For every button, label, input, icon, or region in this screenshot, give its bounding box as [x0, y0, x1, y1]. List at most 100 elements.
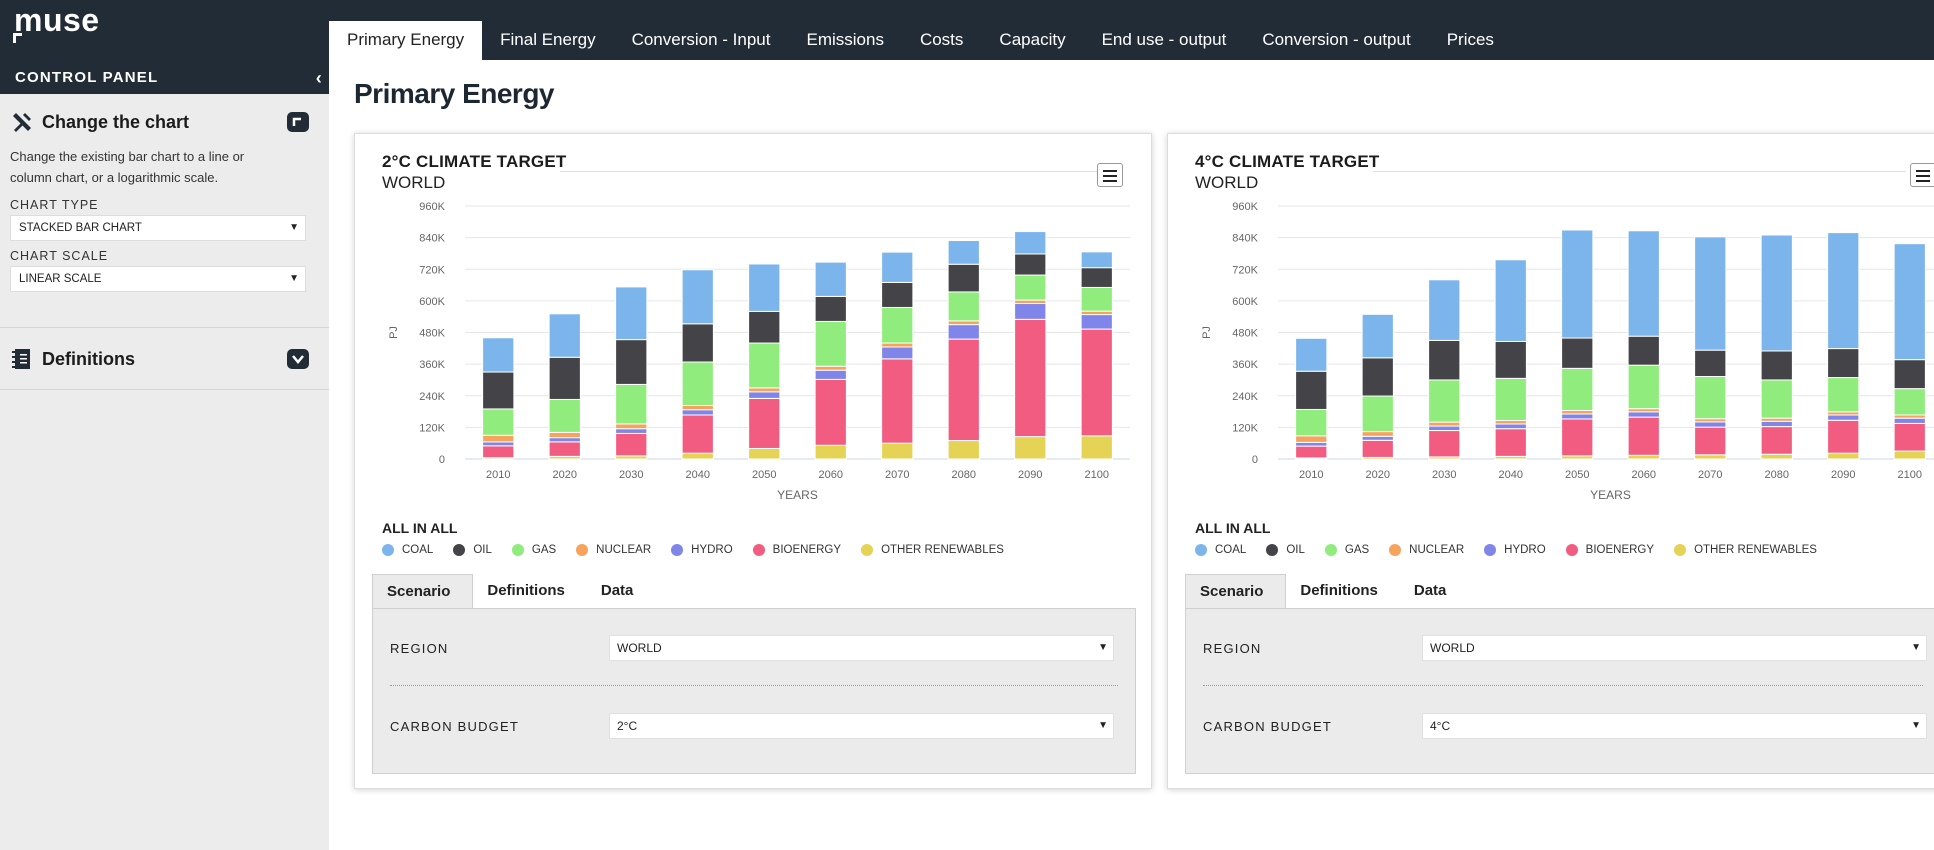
y-tick-label: 120K: [1232, 422, 1258, 434]
bar-segment-gas: [1627, 364, 1660, 410]
bar-segment-bioenergy: [548, 441, 581, 457]
legend-item-coal[interactable]: COAL: [1195, 544, 1246, 556]
legend-item-gas[interactable]: GAS: [511, 544, 557, 556]
legend-item-other-renewables[interactable]: OTHER RENEWABLES: [1674, 544, 1817, 556]
legend-label: HYDRO: [1504, 544, 1546, 556]
bar-stack: [814, 261, 847, 460]
legend-item-nuclear[interactable]: NUCLEAR: [576, 544, 651, 556]
bar-segment-hydro: [947, 324, 980, 340]
bar-segment-coal: [1760, 234, 1793, 352]
legend-item-bioenergy[interactable]: BIOENERGY: [752, 544, 841, 556]
legend-item-gas[interactable]: GAS: [1324, 544, 1369, 556]
x-tick-label: 2050: [1565, 469, 1589, 481]
collapse-section-icon[interactable]: [287, 112, 309, 132]
bar-segment-other-renewables: [1760, 453, 1793, 460]
bar-segment-gas: [1827, 377, 1860, 413]
bar-stack: [1893, 243, 1926, 460]
chart-scale-select[interactable]: LINEAR SCALE ▼: [10, 266, 306, 292]
chart-subtitle: WORLD: [1195, 173, 1259, 192]
region-select[interactable]: WORLD ▼: [1422, 635, 1927, 661]
definitions-section: Definitions: [0, 328, 329, 390]
chart-subtitle: WORLD: [382, 173, 446, 192]
tab-data[interactable]: Data: [600, 582, 634, 599]
region-select[interactable]: WORLD ▼: [609, 635, 1114, 661]
legend-item-hydro[interactable]: HYDRO: [671, 544, 733, 556]
x-tick-label: 2020: [1366, 469, 1390, 481]
tab-primary-energy[interactable]: Primary Energy: [329, 21, 483, 60]
carbon-budget-label: CARBON BUDGET: [1203, 719, 1333, 734]
bar-segment-oil: [1893, 359, 1926, 390]
tab-capacity[interactable]: Capacity: [999, 30, 1066, 49]
x-tick-label: 2080: [1765, 469, 1789, 481]
legend-item-other-renewables[interactable]: OTHER RENEWABLES: [861, 544, 1004, 556]
expand-section-icon[interactable]: [287, 349, 309, 369]
bar-segment-gas: [1694, 376, 1727, 420]
muse-logo[interactable]: muse: [13, 2, 100, 43]
carbon-budget-select[interactable]: 2°C ▼: [609, 713, 1114, 739]
tab-emissions[interactable]: Emissions: [806, 30, 884, 49]
bar-segment-oil: [1561, 337, 1594, 369]
stacked-bar-chart: 0 120K 240K 360K 480K 600K 720K 840K 960K PJ 2010 2…: [388, 201, 1130, 502]
legend-item-oil[interactable]: OIL: [1266, 544, 1305, 556]
legend-dot-icon: [453, 544, 466, 556]
legend-label: NUCLEAR: [1409, 544, 1465, 556]
tab-final-energy[interactable]: Final Energy: [500, 30, 596, 49]
tab-scenario[interactable]: Scenario: [372, 574, 474, 609]
legend-label: GAS: [531, 544, 557, 556]
bar-segment-gas: [1561, 367, 1594, 412]
y-tick-label: 480K: [1232, 328, 1258, 340]
legend-item-nuclear[interactable]: NUCLEAR: [1389, 544, 1464, 556]
chart-menu-button[interactable]: [1910, 163, 1934, 187]
carbon-budget-select[interactable]: 4°C ▼: [1422, 713, 1927, 739]
bar-segment-gas: [1494, 377, 1527, 422]
legend-item-oil[interactable]: OIL: [453, 544, 492, 556]
bar-segment-other-renewables: [748, 447, 781, 460]
x-tick-label: 2010: [486, 469, 510, 481]
dropdown-caret-icon: ▼: [1098, 720, 1108, 731]
bar-segment-coal: [1428, 279, 1461, 341]
legend-label: OIL: [473, 544, 492, 556]
legend-dot-icon: [1674, 544, 1687, 556]
tab-scenario[interactable]: Scenario: [1185, 574, 1287, 609]
bar-segment-other-renewables: [1893, 450, 1926, 460]
bar-segment-other-renewables: [1627, 454, 1660, 460]
collapse-sidebar-icon[interactable]: ‹: [315, 68, 323, 88]
bar-stack: [1080, 251, 1113, 460]
tab-costs[interactable]: Costs: [919, 30, 964, 49]
legend-dot-icon: [1266, 544, 1279, 556]
chart-type-select[interactable]: STACKED BAR CHART ▼: [10, 215, 306, 241]
bar-segment-bioenergy: [1295, 445, 1328, 459]
bar-segment-gas: [1893, 388, 1926, 416]
tab-definitions[interactable]: Definitions: [1300, 582, 1378, 599]
legend-dot-icon: [511, 544, 524, 556]
region-value: WORLD: [1430, 641, 1475, 655]
change-chart-title: Change the chart: [42, 111, 190, 132]
change-chart-description: Change the existing bar chart to a line …: [10, 146, 319, 188]
legend-title: ALL IN ALL: [1195, 520, 1271, 536]
carbon-budget-label: CARBON BUDGET: [390, 719, 520, 734]
scenario-panel-body: REGION WORLD ▼ CARBON BUDGET 2°C ▼: [372, 608, 1136, 774]
bar-segment-nuclear: [1014, 299, 1047, 305]
stacked-bar-chart: 0 120K 240K 360K 480K 600K 720K 840K 960K PJ 2010 2…: [1201, 201, 1934, 502]
legend-item-hydro[interactable]: HYDRO: [1484, 544, 1546, 556]
tab-conversion-input[interactable]: Conversion - Input: [631, 30, 771, 49]
legend-item-coal[interactable]: COAL: [382, 544, 433, 556]
legend-item-bioenergy[interactable]: BIOENERGY: [1565, 544, 1654, 556]
tab-data[interactable]: Data: [1413, 582, 1447, 599]
bar-segment-bioenergy: [1428, 430, 1461, 458]
bar-stack: [1014, 231, 1047, 460]
legend-dot-icon: [1565, 544, 1578, 556]
bar-stack: [1561, 229, 1594, 460]
tab-definitions[interactable]: Definitions: [487, 582, 565, 599]
change-chart-header[interactable]: Change the chart: [10, 94, 319, 150]
tab-prices[interactable]: Prices: [1446, 30, 1494, 49]
tab-end-use-output[interactable]: End use - output: [1101, 30, 1227, 49]
chart-menu-button[interactable]: [1097, 163, 1123, 187]
x-tick-label: 2100: [1898, 469, 1922, 481]
bar-stack: [1627, 230, 1660, 460]
tab-conversion-output[interactable]: Conversion - output: [1262, 30, 1411, 49]
bar-segment-coal: [1893, 243, 1926, 361]
definitions-header[interactable]: Definitions: [10, 328, 319, 390]
bar-segment-coal: [1361, 313, 1394, 359]
x-tick-label: 2030: [1432, 469, 1456, 481]
